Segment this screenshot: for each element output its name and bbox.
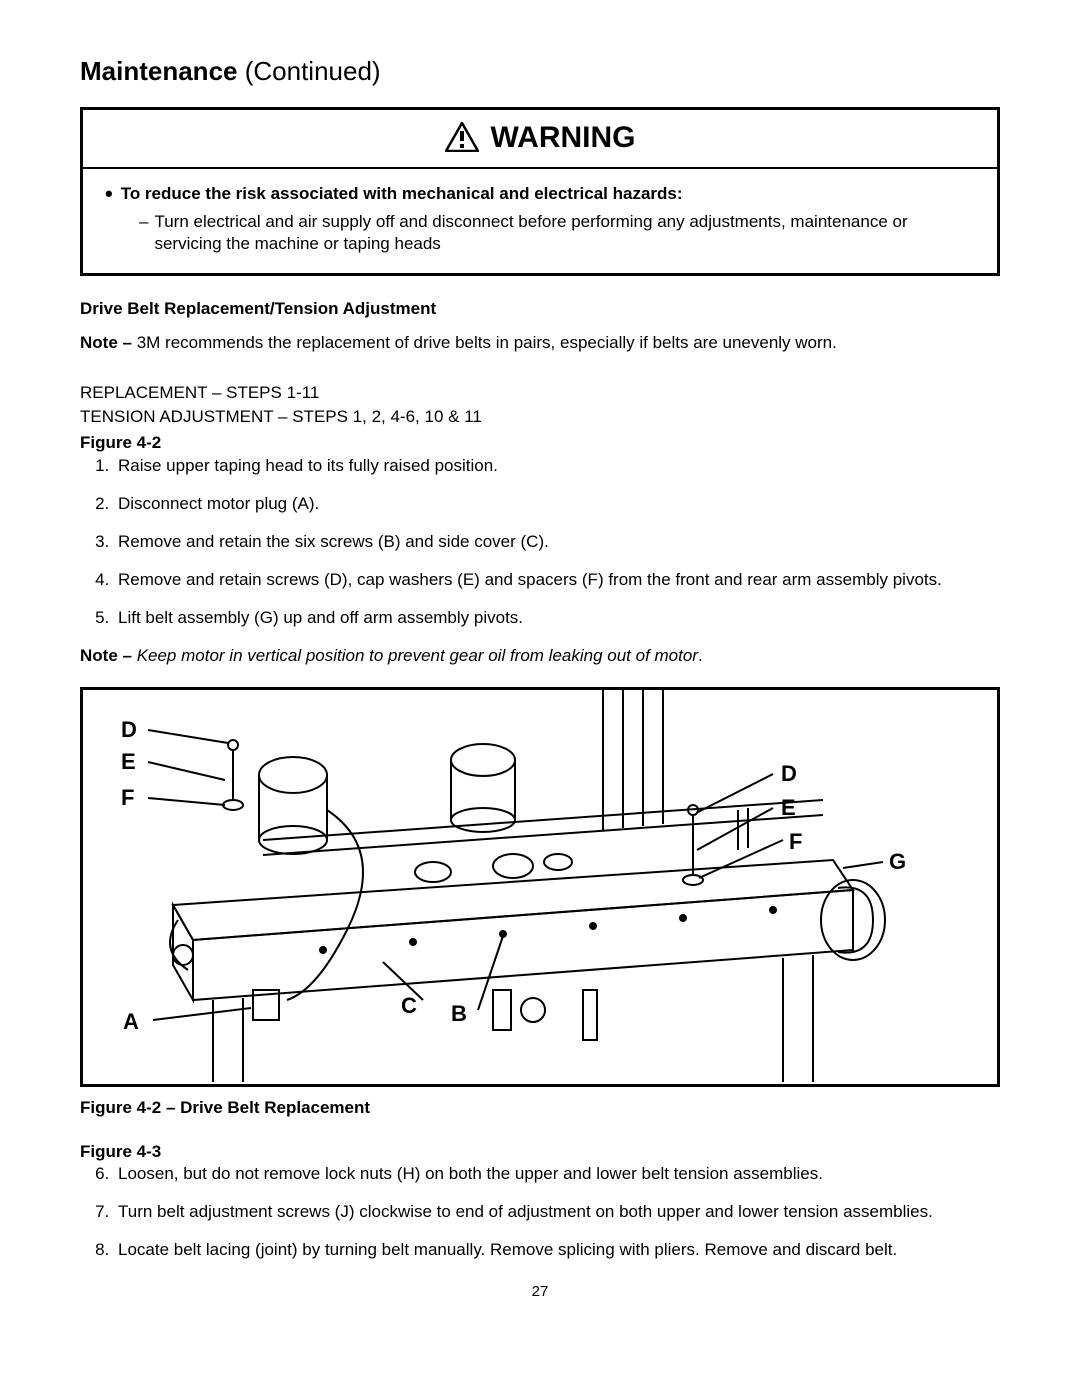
step-item: Lift belt assembly (G) up and off arm as… xyxy=(114,607,1000,629)
steps-list-a: Raise upper taping head to its fully rai… xyxy=(80,455,1000,629)
steps-list-b: Loosen, but do not remove lock nuts (H) … xyxy=(80,1163,1000,1261)
callout-F-right: F xyxy=(789,828,802,857)
warning-subitem: – Turn electrical and air supply off and… xyxy=(139,211,975,255)
note-label-1: Note – xyxy=(80,333,137,352)
replacement-line: REPLACEMENT – STEPS 1-11 xyxy=(80,382,1000,404)
step-item: Loosen, but do not remove lock nuts (H) … xyxy=(114,1163,1000,1185)
figure-ref-2: Figure 4-3 xyxy=(80,1141,1000,1163)
figure-ref-1: Figure 4-2 xyxy=(80,432,1000,454)
step-item: Turn belt adjustment screws (J) clockwis… xyxy=(114,1201,1000,1223)
warning-box: WARNING • To reduce the risk associated … xyxy=(80,107,1000,276)
warning-body: • To reduce the risk associated with mec… xyxy=(83,169,997,273)
callout-A: A xyxy=(123,1008,139,1037)
section-heading: Drive Belt Replacement/Tension Adjustmen… xyxy=(80,298,1000,320)
note-line-2: Note – Keep motor in vertical position t… xyxy=(80,645,1000,667)
page-title-rest: (Continued) xyxy=(238,56,381,86)
note-text-1: 3M recommends the replacement of drive b… xyxy=(137,333,837,352)
callout-B: B xyxy=(451,1000,467,1029)
figure-4-2: D E F D E F G A C B xyxy=(80,687,1000,1087)
page-title: Maintenance (Continued) xyxy=(80,55,1000,89)
dash-icon: – xyxy=(139,211,148,255)
warning-subitem-text: Turn electrical and air supply off and d… xyxy=(154,211,975,255)
figure-diagram-svg xyxy=(83,690,993,1084)
warning-bullet-text: To reduce the risk associated with mecha… xyxy=(121,183,683,205)
step-item: Disconnect motor plug (A). xyxy=(114,493,1000,515)
callout-C: C xyxy=(401,992,417,1021)
bullet-icon: • xyxy=(105,183,113,205)
tension-line: TENSION ADJUSTMENT – STEPS 1, 2, 4-6, 10… xyxy=(80,406,1000,428)
callout-D-left: D xyxy=(121,716,137,745)
warning-triangle-icon xyxy=(445,122,479,152)
page-title-bold: Maintenance xyxy=(80,56,238,86)
step-item: Remove and retain screws (D), cap washer… xyxy=(114,569,1000,591)
warning-bullet-row: • To reduce the risk associated with mec… xyxy=(105,183,975,205)
figure-caption: Figure 4-2 – Drive Belt Replacement xyxy=(80,1097,1000,1119)
step-item: Raise upper taping head to its fully rai… xyxy=(114,455,1000,477)
warning-header: WARNING xyxy=(83,110,997,169)
page-number: 27 xyxy=(80,1282,1000,1302)
step-item: Remove and retain the six screws (B) and… xyxy=(114,531,1000,553)
note-line-1: Note – 3M recommends the replacement of … xyxy=(80,332,1000,354)
callout-E-right: E xyxy=(781,794,796,823)
callout-E-left: E xyxy=(121,748,136,777)
note-text-2: Keep motor in vertical position to preve… xyxy=(137,646,698,665)
callout-D-right: D xyxy=(781,760,797,789)
warning-heading-text: WARNING xyxy=(491,118,636,157)
callout-G-right: G xyxy=(889,848,906,877)
note-label-2: Note – xyxy=(80,646,137,665)
note-period: . xyxy=(698,646,703,665)
callout-F-left: F xyxy=(121,784,134,813)
step-item: Locate belt lacing (joint) by turning be… xyxy=(114,1239,1000,1261)
